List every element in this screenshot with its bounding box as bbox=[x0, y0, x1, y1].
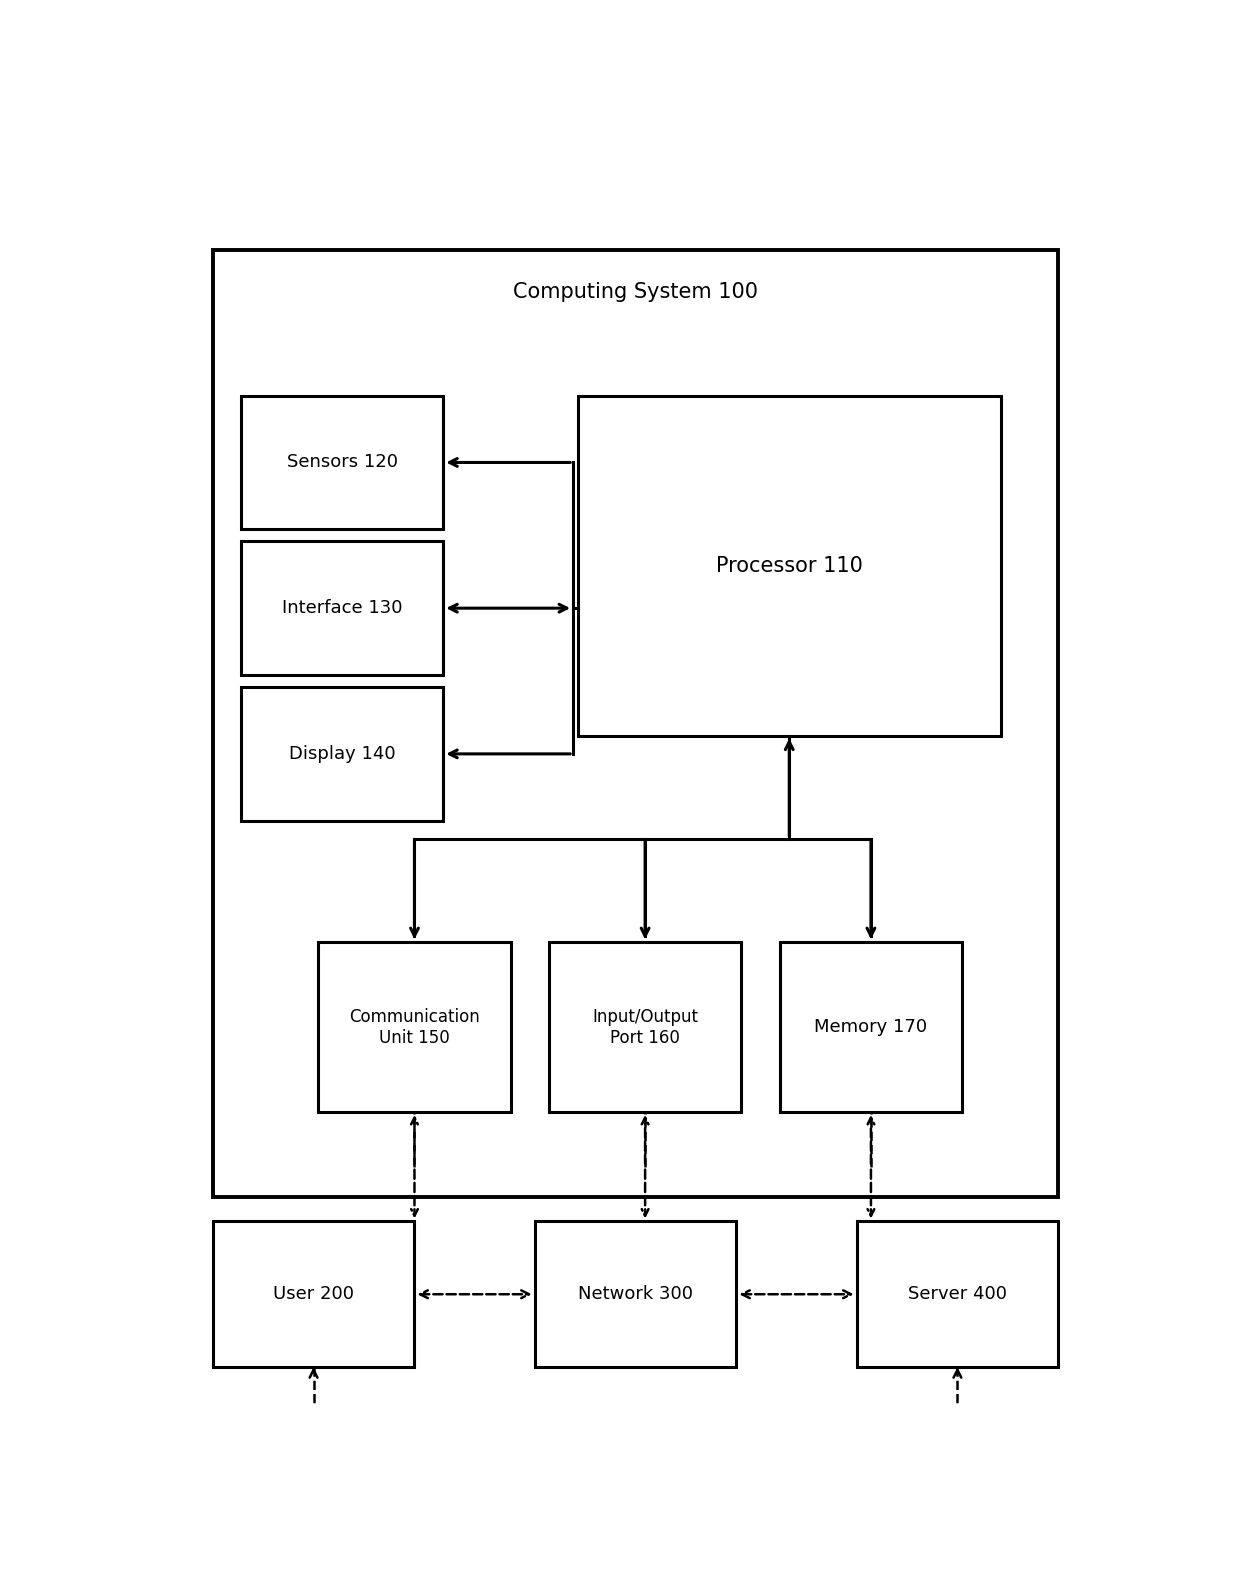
Text: Display 140: Display 140 bbox=[289, 744, 396, 763]
Text: Computing System 100: Computing System 100 bbox=[513, 282, 758, 303]
Bar bbox=[549, 941, 742, 1112]
Text: User 200: User 200 bbox=[273, 1285, 355, 1303]
Text: Server 400: Server 400 bbox=[908, 1285, 1007, 1303]
Bar bbox=[213, 251, 1058, 1197]
Bar bbox=[242, 541, 444, 675]
Text: Memory 170: Memory 170 bbox=[815, 1019, 928, 1036]
Bar bbox=[213, 1222, 414, 1367]
Text: Network 300: Network 300 bbox=[578, 1285, 693, 1303]
Bar bbox=[578, 396, 1001, 735]
Text: Interface 130: Interface 130 bbox=[283, 599, 403, 617]
Text: Communication
Unit 150: Communication Unit 150 bbox=[350, 1008, 480, 1047]
Bar bbox=[319, 941, 511, 1112]
Bar bbox=[780, 941, 962, 1112]
Bar bbox=[242, 688, 444, 820]
Bar bbox=[242, 396, 444, 530]
Text: Processor 110: Processor 110 bbox=[715, 555, 863, 576]
Bar bbox=[857, 1222, 1058, 1367]
Text: Sensors 120: Sensors 120 bbox=[286, 454, 398, 472]
Bar bbox=[534, 1222, 737, 1367]
Text: Input/Output
Port 160: Input/Output Port 160 bbox=[593, 1008, 698, 1047]
